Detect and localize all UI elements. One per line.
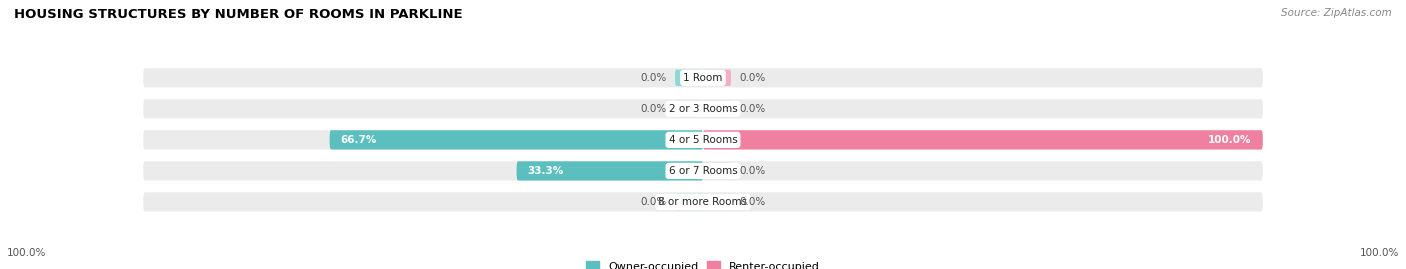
Text: 0.0%: 0.0% [740,166,766,176]
FancyBboxPatch shape [143,161,1263,180]
Text: 0.0%: 0.0% [640,197,666,207]
Text: 33.3%: 33.3% [527,166,564,176]
Text: 0.0%: 0.0% [740,197,766,207]
FancyBboxPatch shape [329,130,703,150]
Text: 0.0%: 0.0% [640,104,666,114]
FancyBboxPatch shape [703,101,731,117]
FancyBboxPatch shape [675,70,703,86]
Text: 0.0%: 0.0% [740,73,766,83]
FancyBboxPatch shape [703,130,1263,150]
Text: 0.0%: 0.0% [740,104,766,114]
Text: 100.0%: 100.0% [1208,135,1251,145]
FancyBboxPatch shape [143,192,1263,212]
Text: 100.0%: 100.0% [1360,248,1399,258]
FancyBboxPatch shape [516,161,703,180]
FancyBboxPatch shape [675,194,703,210]
FancyBboxPatch shape [143,99,1263,118]
Text: HOUSING STRUCTURES BY NUMBER OF ROOMS IN PARKLINE: HOUSING STRUCTURES BY NUMBER OF ROOMS IN… [14,8,463,21]
Text: 8 or more Rooms: 8 or more Rooms [658,197,748,207]
Text: 66.7%: 66.7% [340,135,377,145]
FancyBboxPatch shape [703,70,731,86]
Text: 100.0%: 100.0% [7,248,46,258]
FancyBboxPatch shape [143,68,1263,87]
Text: 1 Room: 1 Room [683,73,723,83]
Text: 0.0%: 0.0% [640,73,666,83]
FancyBboxPatch shape [143,130,1263,150]
Text: Source: ZipAtlas.com: Source: ZipAtlas.com [1281,8,1392,18]
FancyBboxPatch shape [703,163,731,179]
Text: 4 or 5 Rooms: 4 or 5 Rooms [669,135,737,145]
FancyBboxPatch shape [675,101,703,117]
Text: 2 or 3 Rooms: 2 or 3 Rooms [669,104,737,114]
FancyBboxPatch shape [703,194,731,210]
Legend: Owner-occupied, Renter-occupied: Owner-occupied, Renter-occupied [581,257,825,269]
Text: 6 or 7 Rooms: 6 or 7 Rooms [669,166,737,176]
